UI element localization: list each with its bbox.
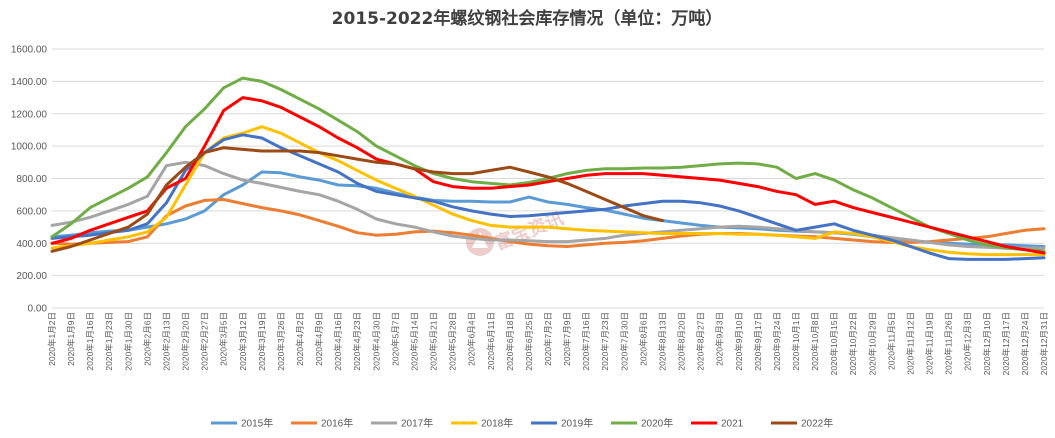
legend-item: 2018年 [451,417,513,430]
y-tick-label: 1400.00 [11,77,48,88]
legend-label: 2016年 [321,417,353,430]
x-tick-label: 2020年2月13日 [161,312,171,371]
legend-item: 2017年 [371,417,433,430]
x-tick-label: 2020年2月6日 [142,312,152,366]
legend-label: 2019年 [561,417,593,430]
x-tick-label: 2020年8月27日 [696,312,706,371]
x-tick-label: 2020年7月16日 [581,312,591,371]
x-tick-label: 2020年9月24日 [772,312,782,371]
y-axis-ticks: 0.00 200.00 400.00 600.00 800.00 1000.00 1200.… [11,45,48,315]
x-tick-label: 2020年9月10日 [734,312,744,371]
x-tick-label: 2020年8月6日 [638,312,648,366]
x-tick-label: 2020年10月1日 [791,312,801,371]
y-tick-label: 600.00 [16,206,47,217]
x-tick-label: 2020年5月14日 [409,312,419,371]
x-tick-label: 2020年11月19日 [925,312,935,375]
y-tick-label: 1200.00 [11,109,48,120]
x-tick-label: 2020年6月11日 [486,312,496,370]
x-tick-label: 2020年4月30日 [371,312,381,371]
x-tick-label: 2020年1月30日 [123,312,133,371]
legend-label: 2015年 [241,417,273,430]
x-tick-label: 2020年10月15日 [829,312,839,375]
x-tick-label: 2020年8月13日 [657,312,667,371]
x-tick-label: 2020年4月16日 [333,312,343,371]
x-tick-label: 2020年3月26日 [276,312,286,371]
series-line [50,76,1046,253]
x-tick-label: 2020年1月23日 [104,312,114,371]
series-line [50,133,1046,261]
x-tick-label: 2020年12月24日 [1020,312,1030,375]
legend-item: 2015年 [211,417,273,430]
series-line [50,96,1046,255]
x-tick-label: 2020年2月20日 [181,312,191,371]
x-tick-label: 2020年10月29日 [867,312,877,375]
x-tick-label: 2020年11月26日 [944,312,954,375]
x-tick-label: 2020年1月2日 [47,312,57,366]
legend: 2015年 2016年 2017年 2018年 2019年 2020年 2021 2022年 [211,417,833,430]
x-tick-label: 2020年3月12日 [238,312,248,371]
x-tick-label: 2020年12月31日 [1039,312,1049,375]
x-tick-label: 2020年1月16日 [85,312,95,371]
x-tick-label: 2020年5月7日 [390,312,400,366]
x-tick-label: 2020年9月17日 [753,312,763,371]
legend-label: 2021 [721,419,744,430]
series-layer [50,76,1046,261]
x-tick-label: 2020年11月5日 [886,312,896,370]
y-tick-label: 200.00 [16,271,47,282]
x-tick-label: 2020年7月30日 [619,312,629,371]
y-tick-label: 0.00 [28,304,48,315]
x-tick-label: 2020年11月12日 [905,312,915,375]
legend-label: 2022年 [801,417,833,430]
x-tick-label: 2020年3月5日 [219,312,229,366]
y-tick-label: 800.00 [16,174,47,185]
x-tick-label: 2020年4月9日 [314,312,324,366]
series-line [50,198,1046,248]
x-tick-label: 2020年10月22日 [848,312,858,375]
legend-item: 2019年 [531,417,593,430]
y-tick-label: 400.00 [16,239,47,250]
series-line [50,146,664,253]
x-tick-label: 2020年7月2日 [543,312,553,366]
x-tick-label: 2020年7月23日 [600,312,610,371]
x-tick-label: 2020年5月21日 [429,312,439,371]
series-line [50,160,1046,250]
x-tick-label: 2020年12月17日 [1001,312,1011,375]
x-tick-label: 2020年3月19日 [257,312,267,371]
chart-title: 2015-2022年螺纹钢社会库存情况（单位：万吨） [332,8,723,29]
legend-item: 2016年 [291,417,353,430]
x-tick-label: 2020年12月10日 [982,312,992,375]
x-tick-label: 2020年2月27日 [200,312,210,371]
x-tick-label: 2020年5月28日 [448,312,458,371]
x-axis-ticks: 2020年1月2日 2020年1月9日 2020年1月16日 2020年1月23日 20… [47,312,1049,375]
legend-label: 2018年 [481,417,513,430]
legend-item: 2022年 [771,417,833,430]
x-tick-label: 2020年6月18日 [505,312,515,371]
x-tick-label: 2020年10月8日 [810,312,820,371]
legend-label: 2020年 [641,417,673,430]
x-tick-label: 2020年4月23日 [352,312,362,371]
legend-label: 2017年 [401,417,433,430]
x-tick-label: 2020年9月3日 [715,312,725,366]
x-tick-label: 2020年12月3日 [963,312,973,371]
x-tick-label: 2020年4月2日 [295,312,305,366]
x-tick-label: 2020年1月9日 [66,312,76,366]
x-tick-label: 2020年8月20日 [677,312,687,371]
legend-item: 2021 [691,419,744,430]
legend-item: 2020年 [611,417,673,430]
x-tick-label: 2020年6月25日 [524,312,534,371]
x-tick-label: 2020年7月9日 [562,312,572,366]
x-tick-label: 2020年6月4日 [467,312,477,366]
y-tick-label: 1000.00 [11,142,48,153]
y-tick-label: 1600.00 [11,45,48,56]
